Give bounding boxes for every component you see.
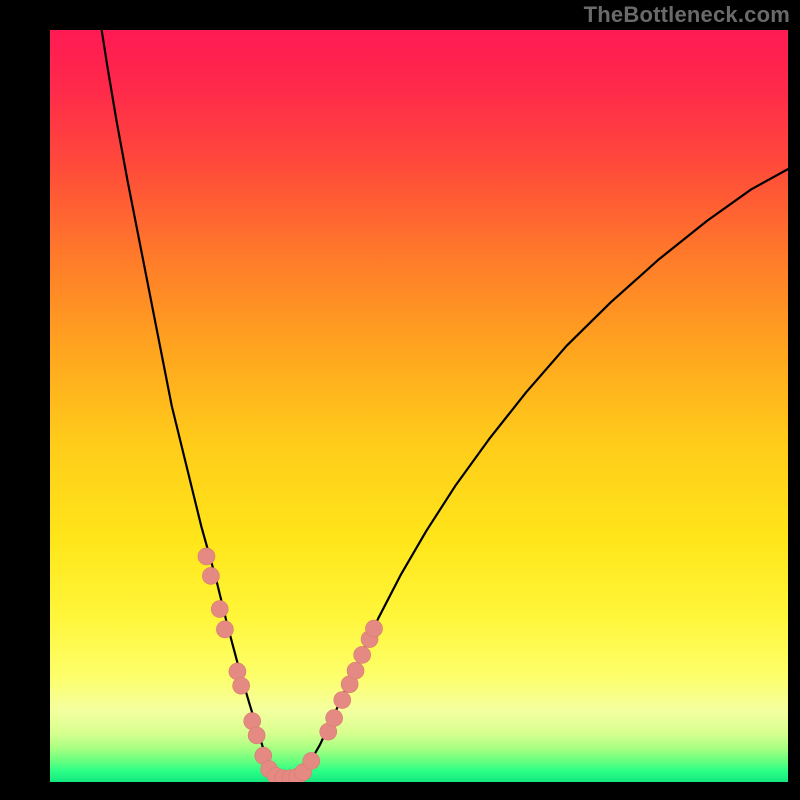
scatter-point — [354, 646, 371, 663]
scatter-point — [248, 727, 265, 744]
watermark-text: TheBottleneck.com — [584, 2, 790, 28]
scatter-point — [202, 567, 219, 584]
plot-area — [50, 30, 788, 782]
chart-root: TheBottleneck.com — [0, 0, 800, 800]
scatter-point — [326, 710, 343, 727]
scatter-point — [216, 621, 233, 638]
scatter-group — [198, 548, 383, 782]
scatter-point — [303, 752, 320, 769]
scatter-point — [198, 548, 215, 565]
scatter-point — [211, 601, 228, 618]
curve-right — [286, 169, 788, 778]
scatter-point — [365, 620, 382, 637]
curve-layer — [50, 30, 788, 782]
scatter-point — [347, 662, 364, 679]
scatter-point — [233, 677, 250, 694]
curve-left — [102, 30, 287, 778]
scatter-point — [334, 692, 351, 709]
